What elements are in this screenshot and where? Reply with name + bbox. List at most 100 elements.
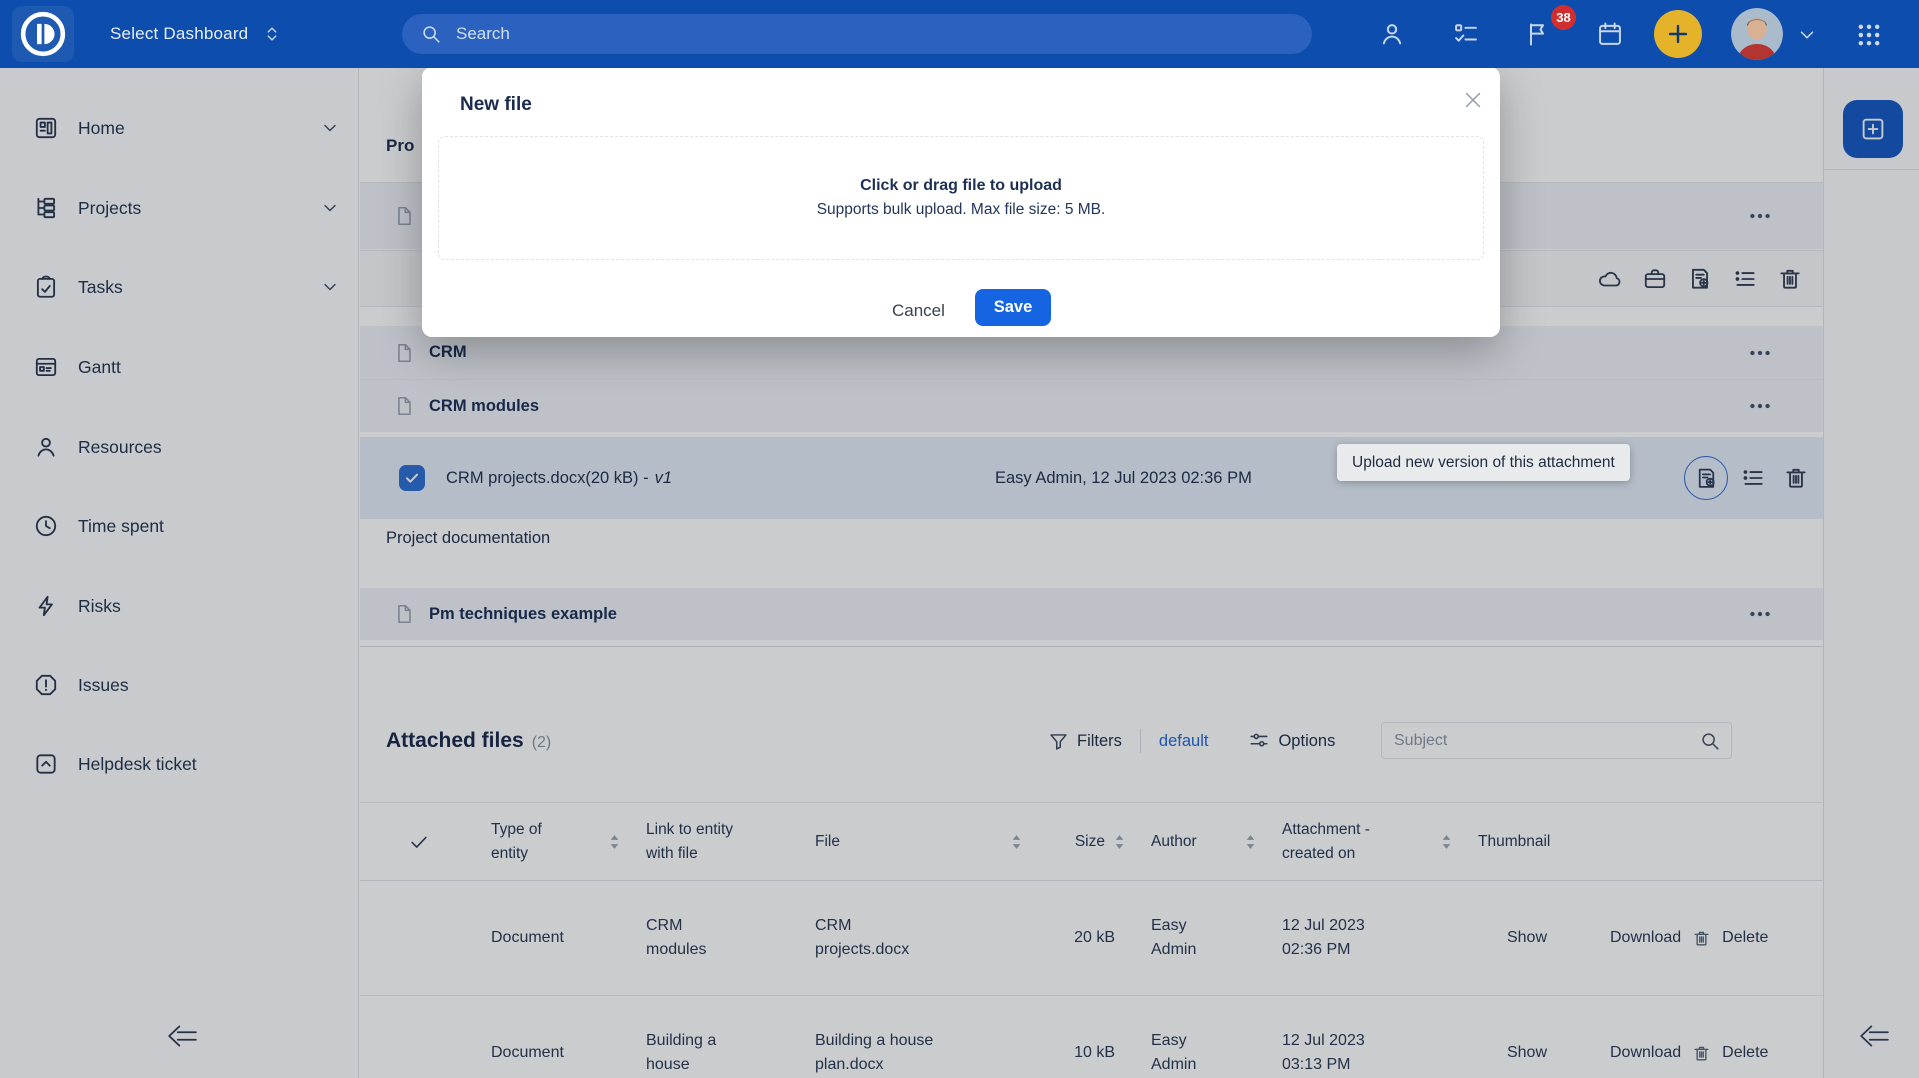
- add-widget-button[interactable]: [1843, 100, 1903, 158]
- trash-icon[interactable]: [1692, 929, 1711, 948]
- attachment-meta: Easy Admin, 12 Jul 2023 02:36 PM: [995, 468, 1252, 487]
- sidebar-item-label: Gantt: [78, 356, 121, 377]
- column-header-author[interactable]: Author: [1131, 803, 1262, 880]
- apps-grid-icon[interactable]: [1855, 21, 1883, 49]
- user-icon[interactable]: [1378, 20, 1406, 48]
- row-menu-button[interactable]: [1742, 391, 1778, 421]
- download-link[interactable]: Download: [1610, 1044, 1682, 1061]
- column-header-file[interactable]: File: [795, 803, 1028, 880]
- sidebar-item-issues[interactable]: Issues: [0, 659, 359, 711]
- upload-new-version-button[interactable]: [1684, 456, 1728, 500]
- document-row[interactable]: Pm techniques example: [360, 588, 1823, 640]
- delete-link[interactable]: Delete: [1722, 1044, 1769, 1061]
- rail-collapse-icon[interactable]: [1858, 1022, 1890, 1050]
- quick-add-button[interactable]: [1654, 10, 1702, 58]
- sidebar-item-helpdesk-ticket[interactable]: Helpdesk ticket: [0, 738, 359, 790]
- close-icon[interactable]: [1462, 89, 1484, 111]
- cell-author[interactable]: Easy Admin: [1151, 917, 1197, 958]
- cell-author[interactable]: Easy Admin: [1151, 1032, 1197, 1073]
- new-file-modal: New file Click or drag file to upload Su…: [422, 67, 1500, 337]
- options-button[interactable]: Options: [1248, 730, 1335, 752]
- app-logo[interactable]: [12, 6, 74, 62]
- detail-list-icon[interactable]: [1732, 266, 1758, 292]
- sort-icon[interactable]: [1114, 833, 1125, 850]
- search-input[interactable]: [454, 23, 1294, 45]
- sidebar-collapse-icon[interactable]: [166, 1022, 198, 1050]
- document-title[interactable]: CRM: [429, 343, 467, 361]
- chevron-down-icon[interactable]: [320, 118, 340, 138]
- clock-icon: [33, 513, 59, 539]
- search-bar[interactable]: [402, 14, 1312, 54]
- trash-icon[interactable]: [1692, 1044, 1711, 1063]
- calendar-icon[interactable]: [1596, 20, 1624, 48]
- briefcase-icon[interactable]: [1642, 266, 1668, 292]
- show-link[interactable]: Show: [1506, 1044, 1548, 1061]
- subject-search-field[interactable]: [1381, 722, 1732, 759]
- cloud-icon[interactable]: [1597, 266, 1623, 292]
- search-icon[interactable]: [1699, 730, 1721, 752]
- document-title[interactable]: CRM modules: [429, 396, 540, 415]
- row-menu-button[interactable]: [1742, 338, 1778, 368]
- file-dropzone[interactable]: Click or drag file to upload Supports bu…: [438, 136, 1484, 260]
- funnel-icon: [1048, 731, 1069, 752]
- select-all-header[interactable]: [366, 803, 471, 880]
- cell-link[interactable]: CRM modules: [646, 917, 707, 958]
- show-link[interactable]: Show: [1506, 929, 1548, 946]
- document-row[interactable]: CRM modules: [360, 380, 1823, 432]
- sidebar-item-tasks[interactable]: Tasks: [0, 261, 359, 313]
- user-avatar[interactable]: [1731, 8, 1783, 60]
- upload-new-version-icon[interactable]: [1687, 266, 1713, 292]
- chevron-down-icon[interactable]: [320, 198, 340, 218]
- sidebar-item-label: Resources: [78, 436, 162, 457]
- column-header-size[interactable]: Size: [1028, 803, 1131, 880]
- save-button[interactable]: Save: [975, 289, 1051, 326]
- sidebar-item-time-spent[interactable]: Time spent: [0, 500, 359, 552]
- column-header-thumbnail[interactable]: Thumbnail: [1478, 832, 1551, 850]
- filter-preset-default[interactable]: default: [1158, 731, 1209, 750]
- attachment-title[interactable]: CRM projects.docx(20 kB) -: [446, 468, 649, 487]
- sidebar-item-label: Home: [78, 117, 125, 138]
- cell-size: 10 kB: [1074, 1044, 1115, 1061]
- divider: [1824, 169, 1919, 170]
- sort-icon[interactable]: [1441, 833, 1452, 850]
- cell-file[interactable]: CRM projects.docx: [815, 917, 910, 958]
- cell-file[interactable]: Building a house plan.docx: [815, 1032, 934, 1073]
- sort-icon[interactable]: [1011, 833, 1022, 850]
- sidebar-item-risks[interactable]: Risks: [0, 580, 359, 632]
- chevron-down-icon[interactable]: [1796, 24, 1818, 46]
- column-header-type[interactable]: Type of entity: [471, 803, 626, 880]
- row-checkbox[interactable]: [399, 465, 425, 491]
- subject-input[interactable]: [1382, 731, 1699, 750]
- cancel-button[interactable]: Cancel: [892, 301, 945, 320]
- sidebar-item-gantt[interactable]: Gantt: [0, 341, 359, 393]
- check-icon: [404, 470, 420, 486]
- sidebar-item-resources[interactable]: Resources: [0, 421, 359, 473]
- download-link[interactable]: Download: [1610, 929, 1682, 946]
- attached-files-count: (2): [531, 734, 552, 751]
- alert-octagon-icon: [33, 672, 59, 698]
- flag-icon[interactable]: [1524, 20, 1552, 48]
- sort-icon[interactable]: [609, 833, 620, 850]
- chevron-down-icon[interactable]: [320, 277, 340, 297]
- trash-icon[interactable]: [1777, 266, 1803, 292]
- row-menu-button[interactable]: [1742, 599, 1778, 629]
- sort-icon[interactable]: [1245, 833, 1256, 850]
- sidebar-item-projects[interactable]: Projects: [0, 182, 359, 234]
- top-navigation-bar: Select Dashboard 38: [0, 0, 1919, 68]
- delete-link[interactable]: Delete: [1722, 929, 1769, 946]
- row-menu-button[interactable]: [1742, 201, 1778, 231]
- column-header-created[interactable]: Attachment - created on: [1262, 803, 1458, 880]
- trash-icon[interactable]: [1783, 465, 1809, 491]
- avatar-photo: [1731, 8, 1783, 60]
- document-title[interactable]: Pm techniques example: [429, 604, 617, 623]
- sidebar-item-home[interactable]: Home: [0, 102, 359, 154]
- cell-link[interactable]: Building a house: [646, 1032, 717, 1073]
- filters-button[interactable]: Filters: [1048, 731, 1122, 752]
- checklist-icon[interactable]: [1452, 20, 1480, 48]
- dropzone-title: Click or drag file to upload: [860, 177, 1062, 194]
- detail-list-icon[interactable]: [1740, 465, 1766, 491]
- dashboard-selector[interactable]: Select Dashboard: [110, 0, 282, 68]
- sidebar-item-label: Projects: [78, 197, 142, 218]
- column-header-link[interactable]: Link to entity with file: [646, 821, 734, 862]
